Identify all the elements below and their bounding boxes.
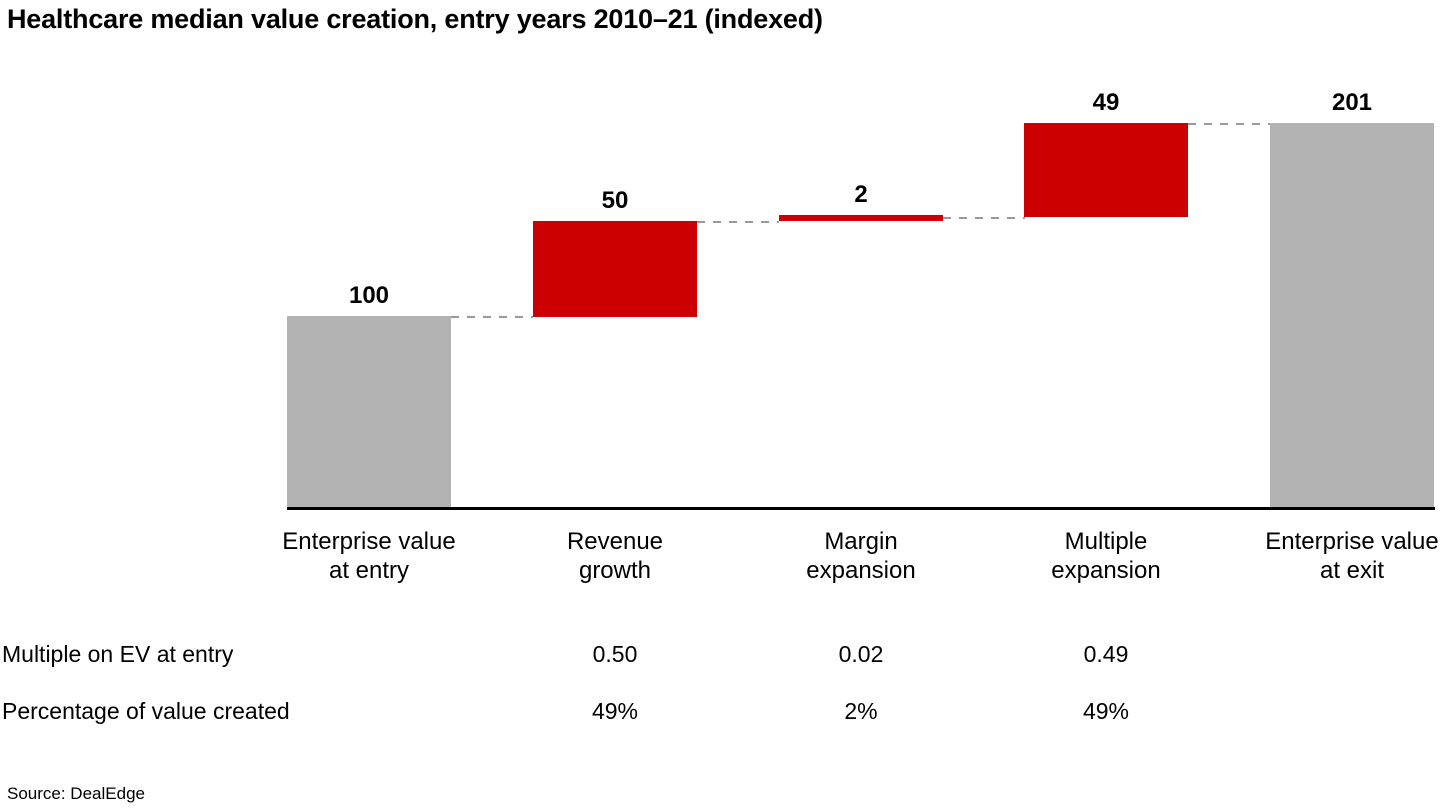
- waterfall-connector-dashed-line: [1188, 123, 1270, 125]
- waterfall-step-bar: 2: [779, 181, 943, 221]
- waterfall-step-bar: 49: [1024, 89, 1188, 217]
- bar-value-label: 49: [1092, 89, 1120, 116]
- bar-value-label: 100: [348, 282, 390, 309]
- table-value-cell: 0.50: [592, 641, 638, 667]
- x-axis-category-label: Revenue growth: [566, 528, 664, 584]
- table-value-cell: 2%: [844, 698, 878, 724]
- x-axis-category-label: Multiple expansion: [1051, 528, 1161, 584]
- table-value-cell: 0.02: [838, 641, 884, 667]
- x-axis-category-label: Margin expansion: [806, 528, 916, 584]
- waterfall-connector-dashed-line: [943, 217, 1025, 219]
- waterfall-connector-dashed-line: [697, 221, 779, 223]
- table-row-label-multiple-on-ev: Multiple on EV at entry: [2, 641, 234, 667]
- source-note: Source: DealEdge: [7, 784, 145, 803]
- x-axis-category-label: Enterprise value at entry: [282, 528, 456, 584]
- table-row-label-percentage-of-value: Percentage of value created: [2, 698, 290, 724]
- x-axis-category-label: Enterprise value at exit: [1265, 528, 1439, 584]
- chart-title: Healthcare median value creation, entry …: [7, 4, 823, 34]
- bar-value-label: 50: [601, 187, 629, 214]
- waterfall-step-bar: 50: [533, 187, 697, 317]
- waterfall-total-bar: 201: [1270, 89, 1434, 507]
- bar-value-label: 201: [1331, 89, 1373, 116]
- bar-value-label: 2: [854, 181, 868, 208]
- table-value-cell: 49%: [1082, 698, 1130, 724]
- table-value-cell: 0.49: [1083, 641, 1129, 667]
- waterfall-total-bar: 100: [287, 282, 451, 507]
- x-axis-line: [287, 507, 1435, 510]
- waterfall-connector-dashed-line: [451, 316, 533, 318]
- table-value-cell: 49%: [591, 698, 639, 724]
